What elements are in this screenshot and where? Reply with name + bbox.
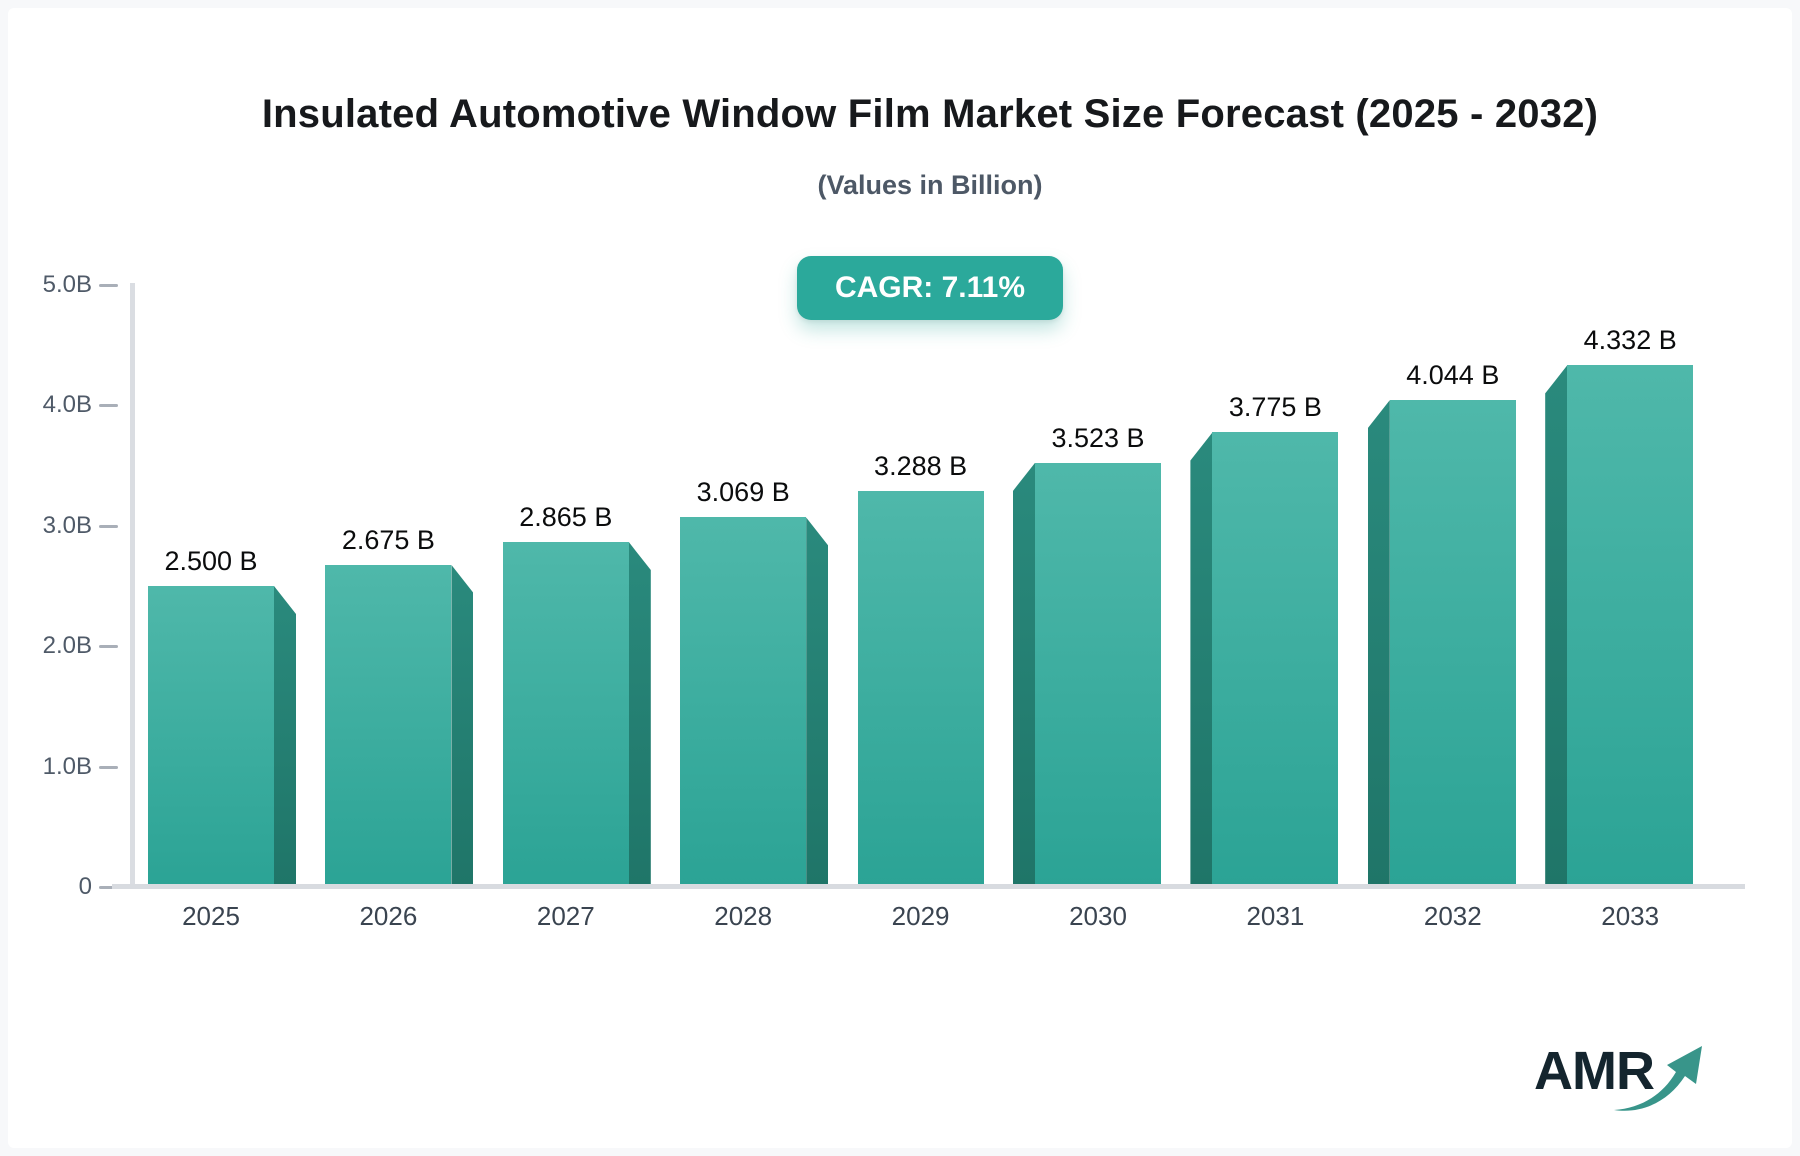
page-title: Insulated Automotive Window Film Market … <box>261 92 1599 136</box>
amr-logo: AMR <box>1524 1038 1724 1128</box>
bar-value-label-2032: 4.044 B <box>1406 360 1500 391</box>
y-axis-tick-mark <box>99 284 118 287</box>
y-axis-tick-mark <box>99 645 118 649</box>
bar-3d-side-2033 <box>1545 365 1568 887</box>
bar-2030 <box>1035 462 1161 887</box>
x-axis-baseline <box>112 884 1745 889</box>
bar-value-label-2028: 3.069 B <box>696 477 790 508</box>
bar-2025 <box>148 586 274 887</box>
bar-2026 <box>325 564 452 887</box>
cagr-badge: CAGR: 7.11% <box>796 256 1064 320</box>
y-axis-tick-label: 5.0B <box>42 271 92 298</box>
y-axis-line <box>130 283 135 889</box>
bar-3d-side-2025 <box>274 586 296 887</box>
x-axis-label-2027: 2027 <box>536 901 595 931</box>
y-axis-tick-label: 1.0B <box>42 752 92 780</box>
x-axis-label-2031: 2031 <box>1246 901 1305 931</box>
cagr-badge-row: CAGR: 7.11% <box>115 256 1745 320</box>
x-axis-label-2028: 2028 <box>714 901 773 931</box>
bar-value-label-2033: 4.332 B <box>1583 325 1677 356</box>
x-axis-label-2032: 2032 <box>1423 901 1482 931</box>
bar-2033 <box>1567 365 1694 887</box>
amr-logo-text: AMR <box>1534 1041 1655 1101</box>
bar-value-label-2031: 3.775 B <box>1228 392 1322 423</box>
x-axis-label-2026: 2026 <box>359 901 418 931</box>
bar-value-label-2027: 2.865 B <box>519 502 613 533</box>
y-axis-tick-label: 3.0B <box>42 511 92 539</box>
bar-3d-side-2027 <box>628 542 651 887</box>
x-axis-label-2030: 2030 <box>1069 901 1127 931</box>
x-axis-label-2033: 2033 <box>1601 901 1660 931</box>
y-axis-tick-mark <box>99 765 118 769</box>
bar-3d-side-2032 <box>1367 400 1390 887</box>
bar-2028 <box>680 517 807 887</box>
bar-2029 <box>857 491 984 887</box>
bar-value-label-2026: 2.675 B <box>341 524 435 555</box>
y-axis-tick-mark <box>99 886 118 889</box>
y-axis-tick-mark <box>99 404 118 408</box>
chart-subtitle: (Values in Billion) <box>817 170 1043 200</box>
bar-3d-side-2031 <box>1190 432 1213 887</box>
bar-value-label-2029: 3.288 B <box>874 451 968 482</box>
bar-value-label-2025: 2.500 B <box>164 546 258 576</box>
x-axis-label-2029: 2029 <box>891 901 950 931</box>
bar-3d-side-2026 <box>451 564 474 887</box>
y-axis-tick-label: 2.0B <box>42 632 92 660</box>
bar-3d-side-2030 <box>1013 462 1035 887</box>
bar-2027 <box>502 542 629 887</box>
bar-value-label-2030: 3.523 B <box>1051 422 1145 453</box>
bar-3d-side-2028 <box>806 517 829 887</box>
bar-2032 <box>1389 400 1516 887</box>
y-axis-tick-label: 0 <box>78 873 92 900</box>
y-axis-tick-mark <box>99 524 118 528</box>
x-axis-label-2025: 2025 <box>182 901 240 931</box>
growth-arrow-icon <box>1614 1046 1702 1111</box>
y-axis-tick-label: 4.0B <box>42 391 92 419</box>
bar-2031 <box>1212 432 1339 887</box>
